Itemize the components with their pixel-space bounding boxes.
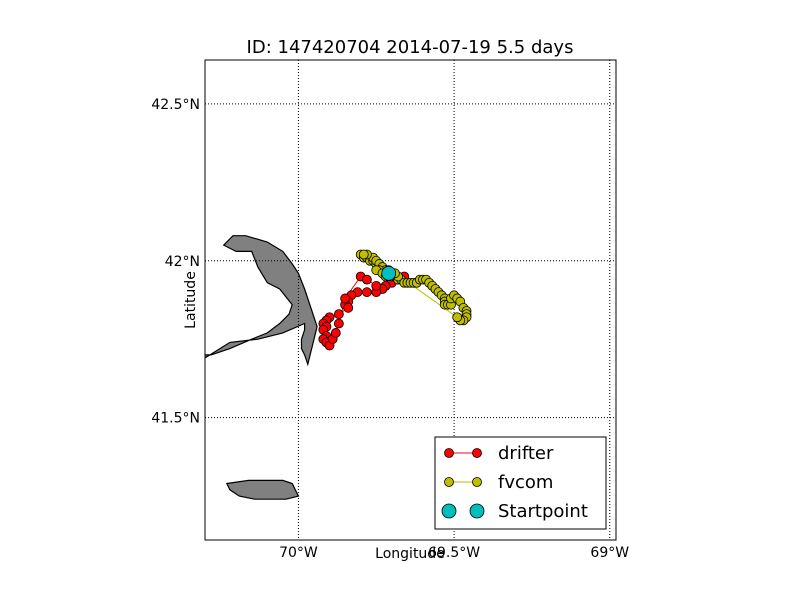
legend-marker xyxy=(442,504,456,518)
drifter-point xyxy=(331,328,340,337)
drifter-point xyxy=(362,275,371,284)
drifter-point xyxy=(334,319,343,328)
legend-label: drifter xyxy=(498,443,554,464)
fvcom-point xyxy=(359,250,368,259)
drifter-point xyxy=(362,288,371,297)
legend-marker xyxy=(445,478,454,487)
legend-marker xyxy=(470,504,484,518)
y-axis-label: Latitude xyxy=(183,271,199,329)
drifter-point xyxy=(344,303,353,312)
drifter-point xyxy=(372,281,381,290)
x-tick-label: 70°W xyxy=(279,545,318,561)
legend-label: fvcom xyxy=(498,472,553,493)
y-tick-label: 42°N xyxy=(165,254,200,270)
legend-marker xyxy=(473,449,482,458)
legend-label: Startpoint xyxy=(498,501,588,522)
y-tick-labels: 41.5°N 42°N 42.5°N xyxy=(151,97,200,427)
x-axis-label: Longitude xyxy=(375,546,445,562)
y-tick-label: 42.5°N xyxy=(151,97,200,113)
fvcom-point xyxy=(453,313,462,322)
drifter-point xyxy=(341,294,350,303)
legend-marker xyxy=(445,449,454,458)
startpoint-point xyxy=(382,266,396,280)
x-tick-labels: 70°W 69.5°W 69°W xyxy=(279,545,629,561)
series-startpoint xyxy=(382,266,396,280)
map-title: ID: 147420704 2014-07-19 5.5 days xyxy=(247,37,574,58)
x-tick-label: 69°W xyxy=(590,545,629,561)
y-tick-label: 41.5°N xyxy=(151,411,200,427)
drifter-point xyxy=(334,310,343,319)
legend-marker xyxy=(473,478,482,487)
legend: drifter fvcom Startpoint xyxy=(435,437,606,529)
